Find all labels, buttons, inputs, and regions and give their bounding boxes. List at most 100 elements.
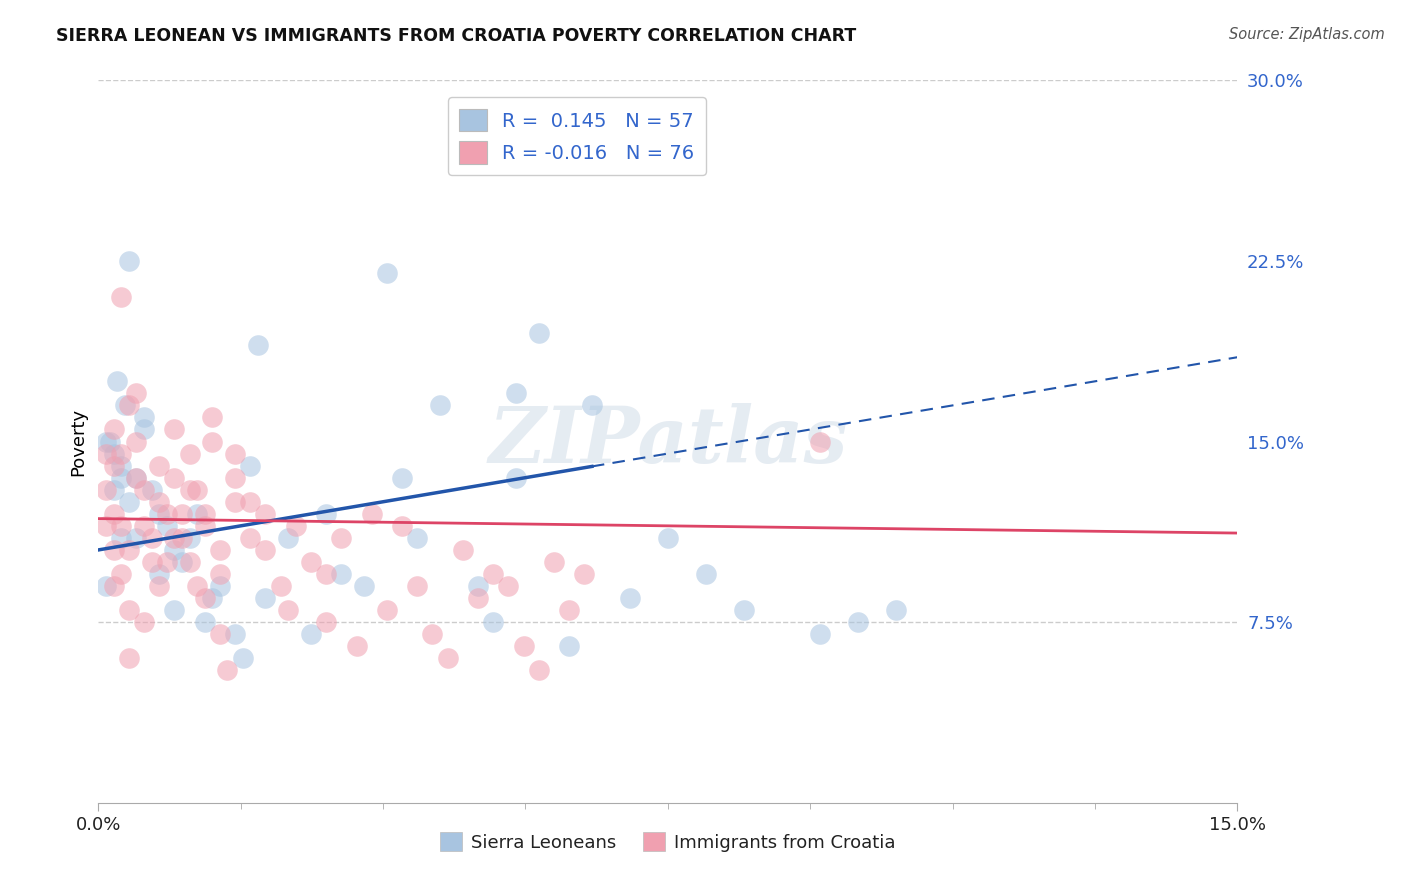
Point [808,627,831,641]
Point [299,627,322,641]
Point [179,555,201,569]
Point [360,507,382,521]
Point [391,519,413,533]
Point [208,542,231,557]
Point [217,664,239,678]
Point [527,326,550,341]
Point [125,471,148,485]
Point [201,410,224,425]
Point [808,434,831,449]
Point [163,423,186,437]
Point [846,615,869,630]
Point [201,434,224,449]
Point [179,483,201,497]
Point [103,483,125,497]
Point [186,483,208,497]
Point [170,507,193,521]
Point [208,579,231,593]
Point [125,531,148,545]
Point [270,579,292,593]
Point [103,423,125,437]
Point [224,494,246,508]
Point [574,567,596,582]
Point [277,531,299,545]
Point [179,446,201,460]
Point [527,664,550,678]
Point [163,531,186,545]
Point [498,579,520,593]
Point [94,446,117,460]
Point [132,519,155,533]
Point [543,555,565,569]
Point [132,615,155,630]
Point [695,567,717,582]
Point [239,531,262,545]
Point [429,398,451,412]
Point [391,471,413,485]
Point [107,375,129,389]
Point [254,591,277,606]
Point [141,555,163,569]
Point [315,567,337,582]
Point [125,386,148,401]
Point [163,542,186,557]
Point [163,603,186,617]
Point [194,591,217,606]
Point [558,603,581,617]
Point [505,386,527,401]
Point [194,507,217,521]
Point [118,494,141,508]
Point [467,579,489,593]
Point [118,398,141,412]
Legend: Sierra Leoneans, Immigrants from Croatia: Sierra Leoneans, Immigrants from Croatia [433,825,903,859]
Point [254,542,277,557]
Point [299,555,322,569]
Point [619,591,641,606]
Point [132,423,155,437]
Point [118,542,141,557]
Point [208,567,231,582]
Point [315,615,337,630]
Point [103,579,125,593]
Point [224,627,246,641]
Point [110,471,132,485]
Point [110,519,132,533]
Point [201,591,224,606]
Point [110,458,132,473]
Point [406,579,429,593]
Point [94,434,117,449]
Point [467,591,489,606]
Point [110,446,132,460]
Point [94,483,117,497]
Point [156,519,179,533]
Point [118,651,141,665]
Point [239,458,262,473]
Point [436,651,458,665]
Point [118,253,141,268]
Point [110,531,132,545]
Y-axis label: Poverty: Poverty [69,408,87,475]
Point [156,507,179,521]
Point [581,398,603,412]
Point [733,603,755,617]
Point [103,458,125,473]
Point [239,494,262,508]
Point [186,579,208,593]
Point [406,531,429,545]
Point [194,519,217,533]
Point [224,446,246,460]
Point [451,542,474,557]
Point [254,507,277,521]
Point [451,133,474,147]
Point [224,471,246,485]
Point [132,483,155,497]
Point [346,639,368,653]
Point [125,471,148,485]
Point [482,615,505,630]
Point [156,555,179,569]
Point [657,531,679,545]
Point [482,567,505,582]
Text: ZIPatlas: ZIPatlas [488,403,848,480]
Point [330,531,353,545]
Point [512,639,534,653]
